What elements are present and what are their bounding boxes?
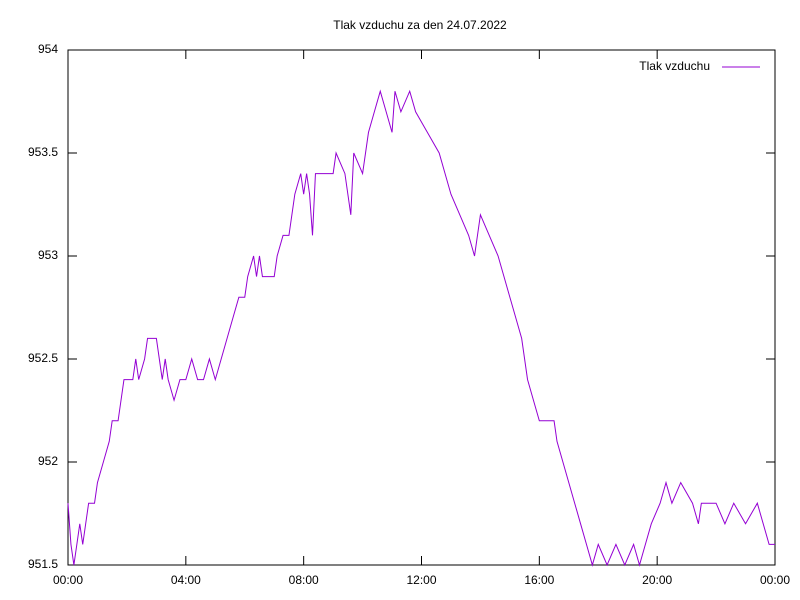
x-tick-label: 16:00 bbox=[524, 573, 554, 587]
data-line bbox=[67, 89, 775, 567]
y-tick-label: 953 bbox=[38, 248, 58, 262]
x-tick-label: 00:00 bbox=[760, 573, 790, 587]
x-tick-label: 12:00 bbox=[406, 573, 436, 587]
chart-title: Tlak vzduchu za den 24.07.2022 bbox=[333, 18, 507, 32]
x-tick-label: 00:00 bbox=[53, 573, 83, 587]
legend-label: Tlak vzduchu bbox=[639, 59, 710, 73]
y-tick-label: 952.5 bbox=[28, 351, 58, 365]
x-tick-label: 04:00 bbox=[171, 573, 201, 587]
y-tick-label: 952 bbox=[38, 454, 58, 468]
y-tick-label: 954 bbox=[38, 42, 58, 56]
y-tick-label: 953.5 bbox=[28, 145, 58, 159]
x-tick-label: 20:00 bbox=[642, 573, 672, 587]
x-tick-label: 08:00 bbox=[289, 573, 319, 587]
y-tick-label: 951.5 bbox=[28, 557, 58, 571]
